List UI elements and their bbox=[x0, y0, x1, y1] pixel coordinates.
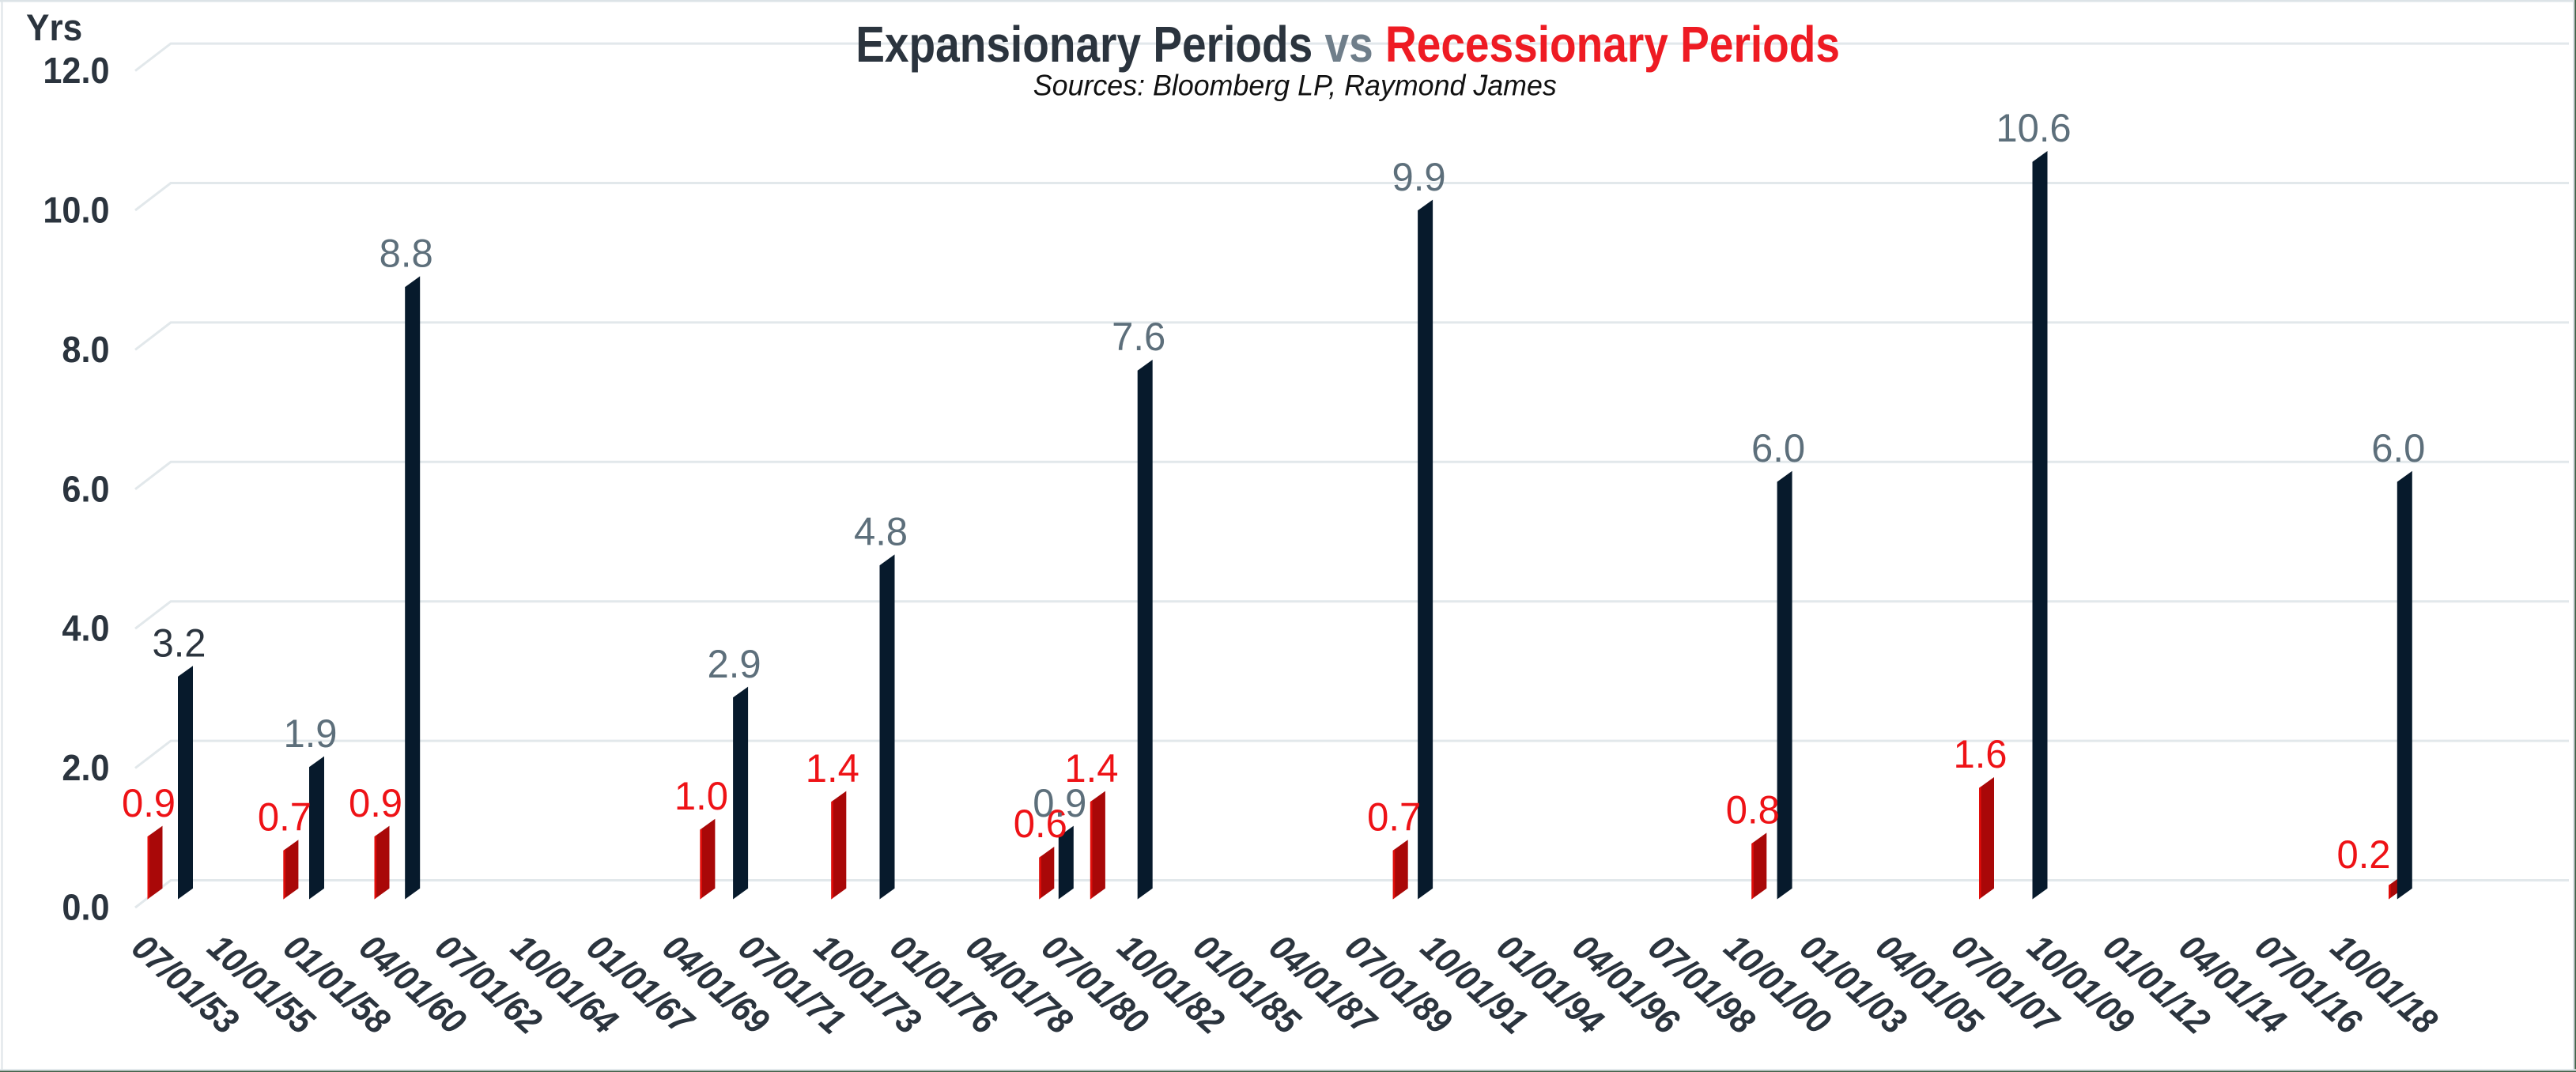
svg-text:8.0: 8.0 bbox=[62, 330, 109, 370]
svg-text:0.0: 0.0 bbox=[62, 888, 109, 927]
svg-text:10.6: 10.6 bbox=[1996, 107, 2071, 151]
svg-text:0.6: 0.6 bbox=[1014, 802, 1067, 847]
svg-text:1.9: 1.9 bbox=[283, 712, 337, 756]
svg-text:1.4: 1.4 bbox=[1064, 746, 1118, 791]
svg-text:0.7: 0.7 bbox=[1367, 795, 1421, 840]
svg-text:2.0: 2.0 bbox=[62, 749, 109, 788]
svg-text:12.0: 12.0 bbox=[43, 51, 109, 91]
svg-text:1.6: 1.6 bbox=[1953, 733, 2007, 777]
svg-text:0.8: 0.8 bbox=[1726, 788, 1780, 832]
svg-text:8.8: 8.8 bbox=[380, 232, 433, 276]
svg-text:Sources: Bloomberg LP, Raymond: Sources: Bloomberg LP, Raymond James bbox=[1033, 69, 1557, 102]
svg-text:6.0: 6.0 bbox=[2371, 427, 2425, 471]
svg-text:3.2: 3.2 bbox=[152, 621, 206, 666]
svg-text:7.6: 7.6 bbox=[1112, 315, 1165, 360]
svg-text:9.9: 9.9 bbox=[1392, 155, 1446, 199]
svg-text:6.0: 6.0 bbox=[62, 470, 109, 509]
svg-text:Yrs: Yrs bbox=[26, 7, 82, 49]
svg-text:1.0: 1.0 bbox=[674, 775, 728, 819]
svg-text:0.7: 0.7 bbox=[258, 795, 312, 840]
svg-text:2.9: 2.9 bbox=[708, 642, 761, 686]
svg-text:0.9: 0.9 bbox=[1033, 781, 1086, 825]
svg-text:0.9: 0.9 bbox=[122, 781, 176, 825]
svg-text:10.0: 10.0 bbox=[43, 191, 109, 230]
svg-text:Expansionary Periods vs Recess: Expansionary Periods vs Recessionary Per… bbox=[856, 16, 1840, 73]
svg-text:0.9: 0.9 bbox=[349, 781, 402, 825]
svg-text:0.2: 0.2 bbox=[2336, 833, 2390, 878]
svg-text:4.0: 4.0 bbox=[62, 610, 109, 649]
svg-text:6.0: 6.0 bbox=[1751, 427, 1805, 471]
svg-text:1.4: 1.4 bbox=[806, 746, 859, 791]
svg-text:4.8: 4.8 bbox=[854, 510, 908, 554]
